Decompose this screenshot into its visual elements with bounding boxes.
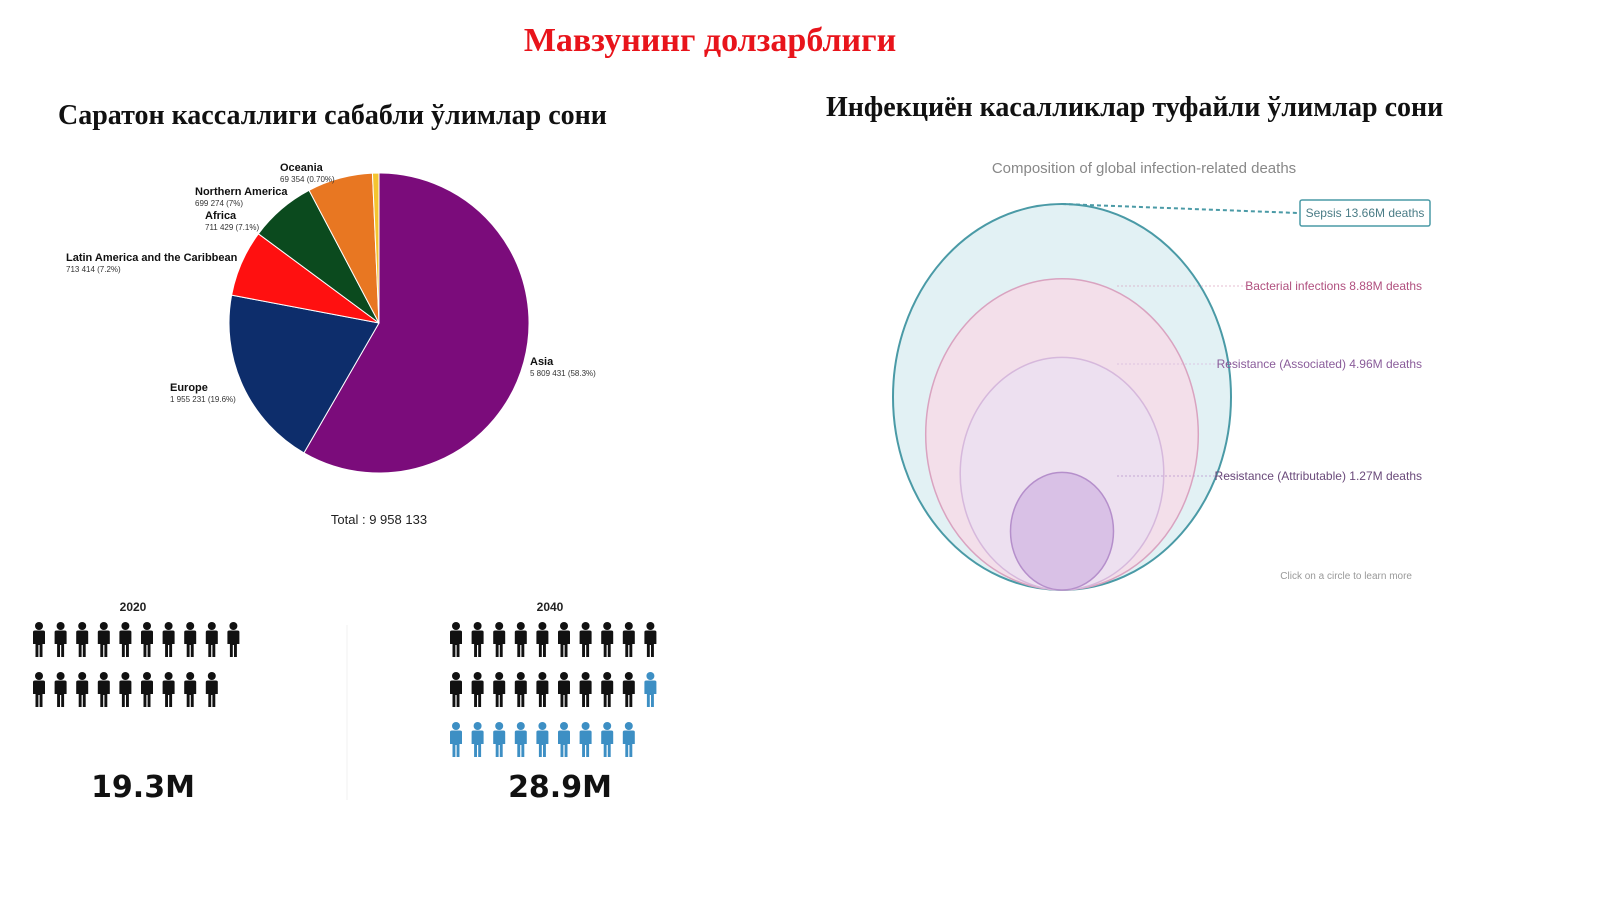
person-icon [227, 622, 240, 657]
person-icon [514, 622, 527, 657]
circle-label: Resistance (Associated) 4.96M deaths [1217, 357, 1422, 371]
pictogram-total-value: 19.3M [91, 770, 195, 805]
person-icon [493, 722, 506, 757]
person-icon [450, 722, 462, 757]
person-icon [54, 622, 67, 657]
pie-slice-europe [228, 294, 380, 454]
sepsis-label-box [1299, 199, 1431, 227]
person-icon [471, 722, 484, 757]
person-icon [184, 672, 197, 707]
pictogram-year-label: 2020 [120, 600, 147, 614]
pie-label-value: 69 354 (0.70%) [280, 175, 335, 184]
person-icon [514, 672, 527, 707]
slide-title: Мавзунинг долзарблиги [523, 22, 897, 59]
person-icon [205, 672, 218, 707]
pie-label-name: Northern America [195, 186, 288, 198]
person-icon [579, 622, 592, 657]
circle-chart-hint: Click on a circle to learn more [1280, 571, 1412, 582]
person-icon [141, 622, 153, 657]
leader-line [1061, 203, 1299, 214]
pie-label-name: Latin America and the Caribbean [66, 252, 238, 264]
person-icon [579, 722, 592, 757]
person-icon [493, 672, 506, 707]
person-icon [644, 622, 657, 657]
person-icon [493, 622, 506, 657]
circle-label: Sepsis 13.66M deaths [1306, 206, 1425, 220]
person-icon [601, 672, 614, 707]
person-icon [558, 622, 570, 657]
pie-label-name: Asia [530, 356, 554, 368]
pie-label-name: Africa [205, 210, 237, 222]
pie-slice-oceania [371, 172, 380, 324]
person-icon [97, 672, 110, 707]
cancer-cases-pictogram: 2020 19.3M 2040 28.9M [33, 600, 657, 805]
pie-label-value: 5 809 431 (58.3%) [530, 369, 596, 378]
person-icon [579, 672, 592, 707]
person-icon [471, 622, 484, 657]
person-icon [536, 622, 549, 657]
person-icon [162, 672, 175, 707]
person-icon [205, 622, 218, 657]
infection-deaths-title: Инфекциён касалликлар туфайли ўлимлар со… [826, 92, 1444, 123]
pie-label-name: Oceania [280, 162, 324, 174]
person-icon [33, 672, 45, 707]
person-icon [54, 672, 67, 707]
person-icon [33, 622, 45, 657]
pie-label-value: 711 429 (7.1%) [205, 223, 259, 232]
person-icon [119, 622, 132, 657]
person-icon [622, 722, 635, 757]
person-icon [536, 672, 549, 707]
pie-total-label: Total : 9 958 133 [331, 512, 427, 527]
circle-label: Bacterial infections 8.88M deaths [1245, 279, 1422, 293]
person-icon [536, 722, 549, 757]
person-icon [76, 622, 89, 657]
person-icon [514, 722, 527, 757]
person-icon [644, 672, 657, 707]
person-icon [97, 622, 110, 657]
person-icon [558, 722, 570, 757]
person-icon [119, 672, 132, 707]
person-icon [141, 672, 153, 707]
pie-label-value: 699 274 (7%) [195, 199, 243, 208]
pie-label-value: 1 955 231 (19.6%) [170, 395, 236, 404]
pie-label-value: 713 414 (7.2%) [66, 265, 121, 274]
circle-3 [1009, 471, 1115, 591]
pie-slice-asia [303, 172, 530, 474]
circle-chart-title: Composition of global infection-related … [992, 160, 1296, 177]
person-icon [558, 672, 570, 707]
person-icon [76, 672, 89, 707]
person-icon [184, 622, 197, 657]
person-icon [471, 672, 484, 707]
infection-deaths-circle-chart: Composition of global infection-related … [892, 160, 1431, 591]
person-icon [450, 622, 462, 657]
person-icon [601, 722, 614, 757]
pictogram-year-label: 2040 [537, 600, 564, 614]
pictogram-total-value: 28.9M [508, 770, 612, 805]
person-icon [162, 622, 175, 657]
pie-label-name: Europe [170, 382, 208, 394]
person-icon [601, 622, 614, 657]
person-icon [450, 672, 462, 707]
cancer-deaths-title: Саратон кассаллиги сабабли ўлимлар сони [58, 100, 607, 131]
circle-label: Resistance (Attributable) 1.27M deaths [1215, 469, 1422, 483]
person-icon [622, 622, 635, 657]
person-icon [622, 672, 635, 707]
